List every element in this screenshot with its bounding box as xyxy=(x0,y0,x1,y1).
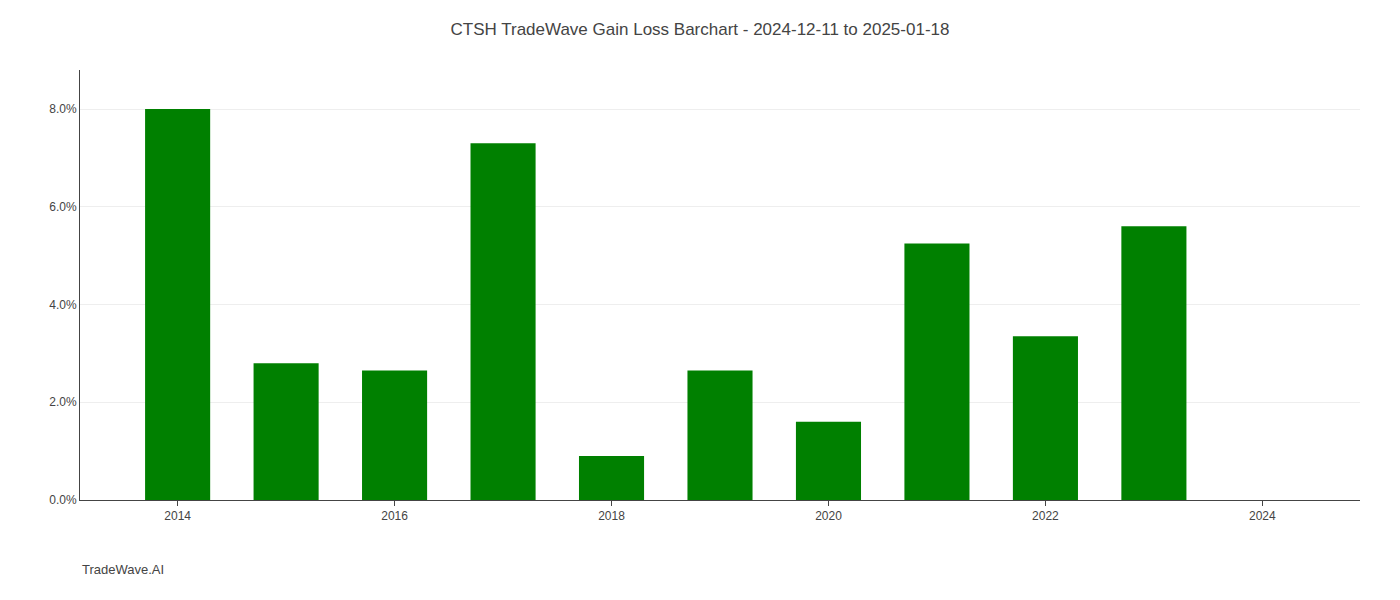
svg-text:2014: 2014 xyxy=(164,509,191,523)
svg-text:2024: 2024 xyxy=(1249,509,1276,523)
svg-text:CTSH TradeWave Gain Loss Barch: CTSH TradeWave Gain Loss Barchart - 2024… xyxy=(451,20,950,39)
svg-text:2022: 2022 xyxy=(1032,509,1059,523)
svg-text:4.0%: 4.0% xyxy=(49,298,77,312)
svg-text:2018: 2018 xyxy=(598,509,625,523)
svg-text:8.0%: 8.0% xyxy=(49,102,77,116)
svg-text:6.0%: 6.0% xyxy=(49,200,77,214)
svg-text:2.0%: 2.0% xyxy=(49,395,77,409)
svg-text:2016: 2016 xyxy=(381,509,408,523)
svg-text:0.0%: 0.0% xyxy=(49,493,77,507)
svg-text:TradeWave.AI: TradeWave.AI xyxy=(82,562,164,577)
svg-text:2020: 2020 xyxy=(815,509,842,523)
